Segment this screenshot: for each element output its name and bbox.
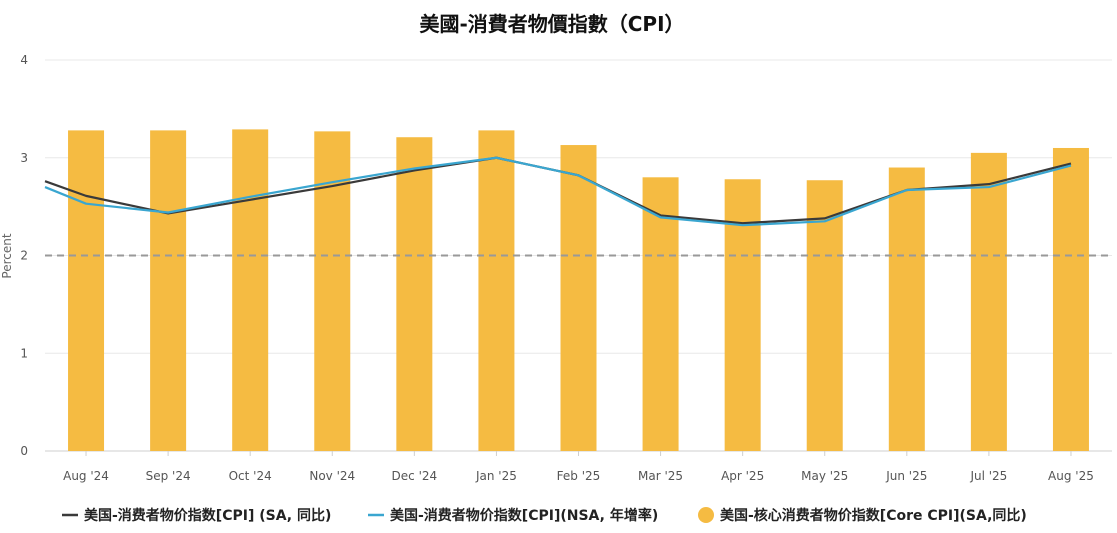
y-tick-label: 1 xyxy=(20,346,28,360)
legend: 美国-消费者物价指数[CPI] (SA, 同比) 美国-消费者物价指数[CPI](… xyxy=(62,507,1027,524)
x-tick-label: Oct '24 xyxy=(229,469,272,483)
bar xyxy=(888,167,925,451)
x-tick-label: Aug '25 xyxy=(1048,469,1094,483)
x-tick-label: May '25 xyxy=(801,469,848,483)
bar xyxy=(478,130,515,451)
chart-title: 美國-消費者物價指數（CPI） xyxy=(419,12,684,36)
x-tick-label: Jan '25 xyxy=(475,469,517,483)
x-tick-label: Feb '25 xyxy=(557,469,601,483)
x-tick-label: Mar '25 xyxy=(638,469,683,483)
bar xyxy=(560,145,597,452)
x-tick-label: Jun '25 xyxy=(885,469,927,483)
legend-label: 美国-消费者物价指数[CPI] (SA, 同比) xyxy=(84,507,331,524)
y-axis-label: Percent xyxy=(0,233,14,278)
x-tick-label: Apr '25 xyxy=(721,469,764,483)
bar xyxy=(232,129,269,451)
legend-label: 美国-消费者物价指数[CPI](NSA, 年增率) xyxy=(390,507,658,524)
x-tick-label: Sep '24 xyxy=(146,469,191,483)
bar xyxy=(68,130,105,451)
y-tick-label: 0 xyxy=(20,444,28,458)
bar xyxy=(970,152,1007,452)
bar xyxy=(1052,147,1089,451)
bar xyxy=(150,130,187,451)
bar xyxy=(642,177,679,452)
x-tick-label: Aug '24 xyxy=(63,469,109,483)
y-tick-label: 4 xyxy=(20,53,28,67)
bar-series xyxy=(68,129,1089,452)
y-axis-ticks: 0 1 2 3 4 xyxy=(20,53,28,458)
legend-label: 美国-核心消费者物价指数[Core CPI](SA,同比) xyxy=(720,507,1027,524)
series-line xyxy=(44,156,1072,227)
line-series xyxy=(44,156,1072,227)
bar xyxy=(806,180,843,452)
legend-dot-swatch xyxy=(698,507,714,523)
y-tick-label: 2 xyxy=(20,249,28,263)
x-tick-label: Nov '24 xyxy=(309,469,355,483)
x-axis-ticks: Aug '24 Sep '24 Oct '24 Nov '24 Dec '24 Jan '… xyxy=(63,451,1094,483)
y-tick-label: 3 xyxy=(20,151,28,165)
bar xyxy=(396,137,433,451)
bar xyxy=(724,179,761,451)
x-tick-label: Dec '24 xyxy=(392,469,438,483)
x-tick-label: Jul '25 xyxy=(969,469,1007,483)
